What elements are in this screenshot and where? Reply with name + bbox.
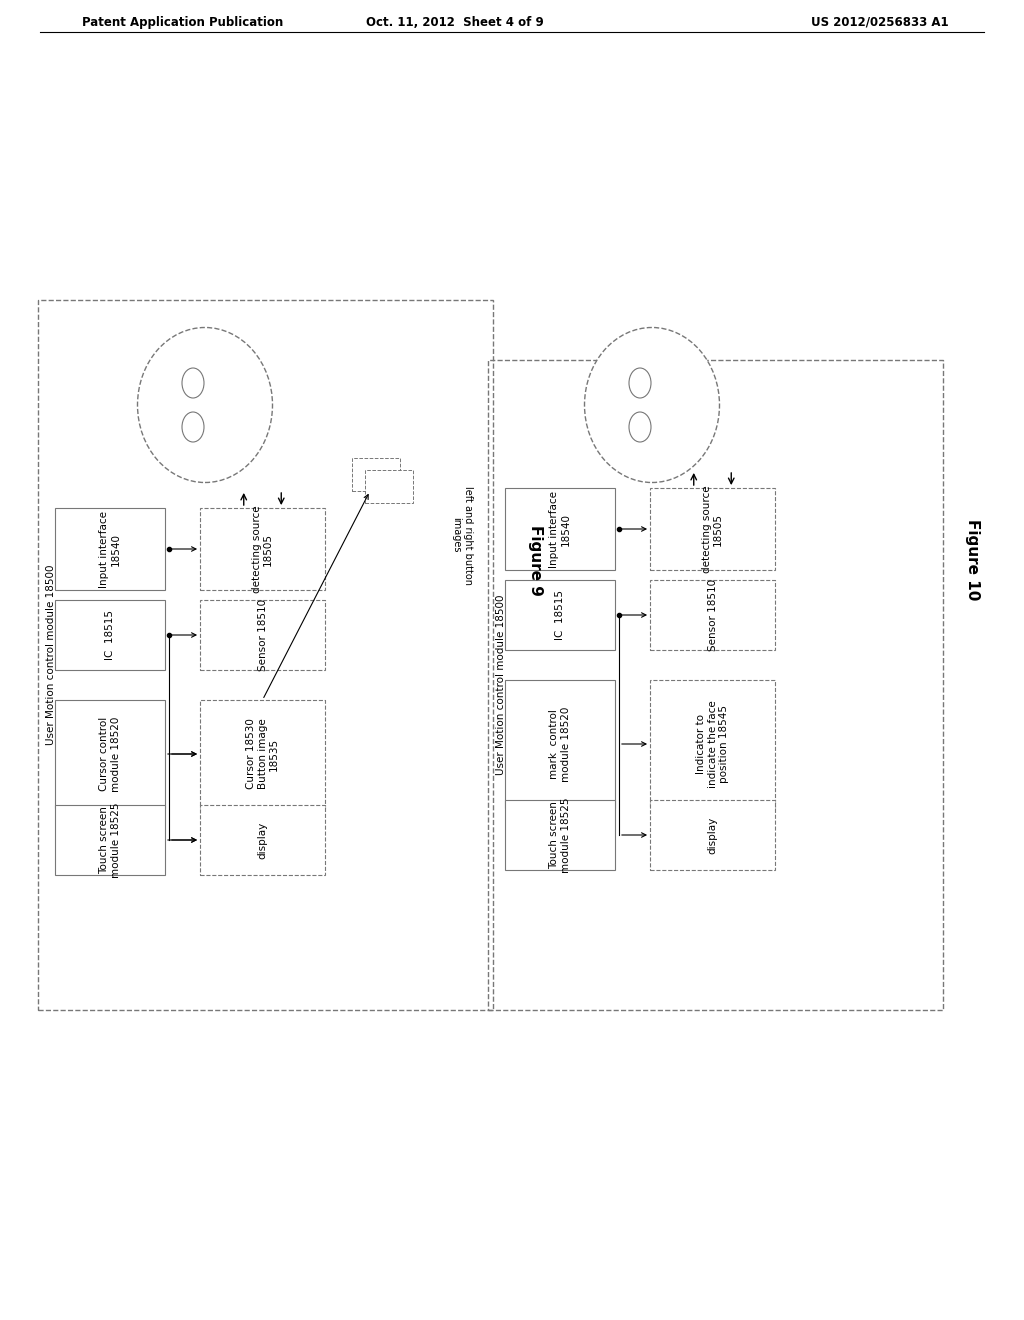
Text: Oct. 11, 2012  Sheet 4 of 9: Oct. 11, 2012 Sheet 4 of 9 — [367, 16, 544, 29]
Text: Figure 9: Figure 9 — [527, 524, 543, 595]
Bar — [650, 680, 775, 808]
Text: IC  18515: IC 18515 — [105, 610, 115, 660]
Text: IC  18515: IC 18515 — [555, 590, 565, 640]
Ellipse shape — [182, 368, 204, 399]
Bar — [55, 700, 165, 808]
Bar — [365, 470, 413, 503]
Text: left and right button
images: left and right button images — [452, 486, 473, 585]
Text: display: display — [257, 821, 267, 858]
Bar — [650, 579, 775, 649]
Text: detecting source
18505: detecting source 18505 — [252, 506, 273, 593]
Bar — [38, 300, 493, 1010]
Text: User Motion control module 18500: User Motion control module 18500 — [496, 595, 506, 775]
Text: Cursor control
module 18520: Cursor control module 18520 — [99, 717, 121, 792]
Bar — [55, 601, 165, 671]
Text: Input interface
18540: Input interface 18540 — [99, 511, 121, 587]
Bar — [650, 800, 775, 870]
Bar — [650, 488, 775, 570]
Bar — [200, 700, 325, 808]
Text: US 2012/0256833 A1: US 2012/0256833 A1 — [811, 16, 949, 29]
Text: Sensor 18510: Sensor 18510 — [708, 579, 718, 651]
Text: User Motion control module 18500: User Motion control module 18500 — [46, 565, 56, 746]
Text: display: display — [708, 816, 718, 854]
Bar — [200, 508, 325, 590]
Text: Sensor 18510: Sensor 18510 — [257, 599, 267, 671]
Text: Touch screen
module 18525: Touch screen module 18525 — [549, 797, 570, 873]
Ellipse shape — [585, 327, 720, 483]
Text: Figure 10: Figure 10 — [965, 519, 980, 601]
Bar — [352, 458, 400, 491]
Ellipse shape — [182, 412, 204, 442]
Bar — [505, 579, 615, 649]
Ellipse shape — [629, 368, 651, 399]
Ellipse shape — [629, 412, 651, 442]
Text: Cursor 18530
Button image
18535: Cursor 18530 Button image 18535 — [246, 718, 280, 789]
Bar — [505, 488, 615, 570]
Bar — [200, 601, 325, 671]
Text: Touch screen
module 18525: Touch screen module 18525 — [99, 803, 121, 878]
Ellipse shape — [137, 327, 272, 483]
Text: detecting source
18505: detecting source 18505 — [701, 486, 723, 573]
Text: Patent Application Publication: Patent Application Publication — [82, 16, 284, 29]
Bar — [488, 360, 943, 1010]
Bar — [55, 805, 165, 875]
Bar — [505, 680, 615, 808]
Bar — [505, 800, 615, 870]
Text: Input interface
18540: Input interface 18540 — [549, 491, 570, 568]
Bar — [55, 508, 165, 590]
Bar — [200, 805, 325, 875]
Text: mark  control
module 18520: mark control module 18520 — [549, 706, 570, 781]
Text: Indicator to
indicate the face
position 18545: Indicator to indicate the face position … — [696, 700, 729, 788]
